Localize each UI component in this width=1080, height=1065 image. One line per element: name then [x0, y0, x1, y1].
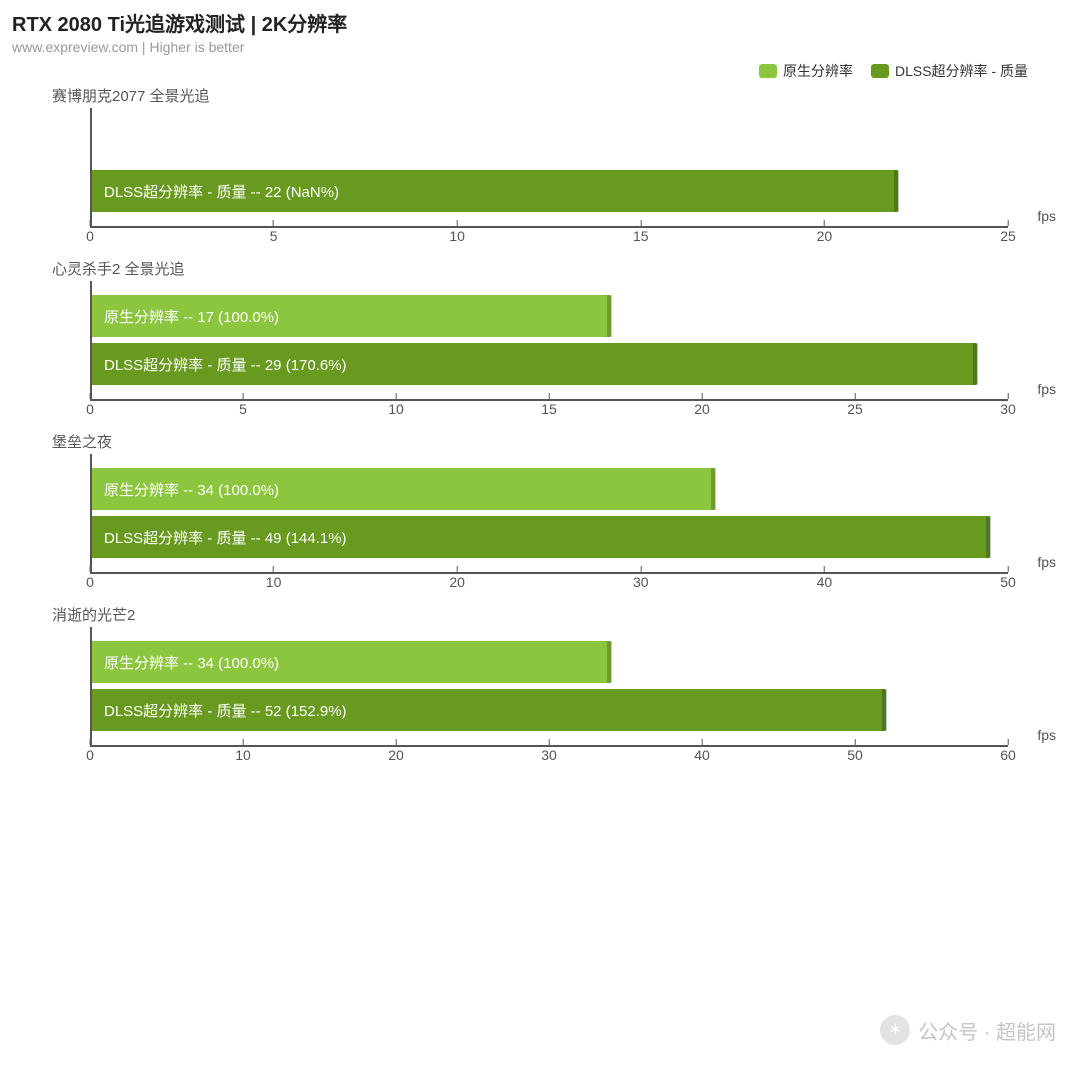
- axis-tick: 15: [541, 401, 557, 417]
- panels-container: 赛博朋克2077 全景光追fpsDLSS超分辨率 - 质量 -- 22 (NaN…: [12, 85, 1068, 773]
- bar-empty: [92, 122, 1008, 164]
- axis-tick: 25: [1000, 228, 1016, 244]
- plot-area: fps原生分辨率 -- 17 (100.0%)DLSS超分辨率 - 质量 -- …: [90, 281, 1008, 401]
- legend-item-native: 原生分辨率: [759, 61, 853, 81]
- axis-tick: 50: [1000, 574, 1016, 590]
- watermark-text: 公众号 · 超能网: [918, 1016, 1056, 1045]
- bar-dlss: DLSS超分辨率 - 质量 -- 52 (152.9%): [92, 689, 886, 731]
- x-axis: 01020304050: [90, 574, 1008, 600]
- axis-tick: 5: [270, 228, 278, 244]
- bar-dlss: DLSS超分辨率 - 质量 -- 29 (170.6%): [92, 343, 977, 385]
- legend-label-native: 原生分辨率: [783, 61, 853, 81]
- bar-native: 原生分辨率 -- 17 (100.0%): [92, 295, 611, 337]
- axis-tick: 5: [239, 401, 247, 417]
- axis-tick: 10: [235, 747, 251, 763]
- axis-unit: fps: [1037, 381, 1056, 397]
- panel: 赛博朋克2077 全景光追fpsDLSS超分辨率 - 质量 -- 22 (NaN…: [12, 85, 1068, 254]
- axis-unit: fps: [1037, 554, 1056, 570]
- axis-tick: 25: [847, 401, 863, 417]
- wechat-icon: ✶: [880, 1015, 910, 1045]
- axis-tick: 30: [1000, 401, 1016, 417]
- bar-native: 原生分辨率 -- 34 (100.0%): [92, 641, 611, 683]
- axis-tick: 30: [633, 574, 649, 590]
- axis-unit: fps: [1037, 208, 1056, 224]
- x-axis: 0102030405060: [90, 747, 1008, 773]
- axis-tick: 30: [541, 747, 557, 763]
- panel: 消逝的光芒2fps原生分辨率 -- 34 (100.0%)DLSS超分辨率 - …: [12, 604, 1068, 773]
- bar-dlss: DLSS超分辨率 - 质量 -- 49 (144.1%): [92, 516, 990, 558]
- chart-title: RTX 2080 Ti光追游戏测试 | 2K分辨率: [12, 8, 1068, 37]
- axis-tick: 50: [847, 747, 863, 763]
- legend-item-dlss: DLSS超分辨率 - 质量: [871, 61, 1028, 81]
- legend: 原生分辨率 DLSS超分辨率 - 质量: [12, 61, 1068, 81]
- bars: 原生分辨率 -- 17 (100.0%) DLSS超分辨率 - 质量 -- 29 …: [92, 281, 1008, 399]
- axis-tick: 10: [266, 574, 282, 590]
- panel-title: 赛博朋克2077 全景光追: [12, 85, 1068, 106]
- bars: 原生分辨率 -- 34 (100.0%) DLSS超分辨率 - 质量 -- 52 …: [92, 627, 1008, 745]
- legend-swatch-dlss: [871, 64, 889, 78]
- axis-tick: 10: [388, 401, 404, 417]
- axis-unit: fps: [1037, 727, 1056, 743]
- axis-tick: 20: [817, 228, 833, 244]
- axis-tick: 0: [86, 747, 94, 763]
- legend-label-dlss: DLSS超分辨率 - 质量: [895, 61, 1028, 81]
- chart-subtitle: www.expreview.com | Higher is better: [12, 39, 1068, 55]
- x-axis: 051015202530: [90, 401, 1008, 427]
- legend-swatch-native: [759, 64, 777, 78]
- bar-dlss: DLSS超分辨率 - 质量 -- 22 (NaN%): [92, 170, 898, 212]
- axis-tick: 0: [86, 401, 94, 417]
- axis-tick: 20: [694, 401, 710, 417]
- axis-tick: 40: [694, 747, 710, 763]
- watermark: ✶ 公众号 · 超能网: [880, 1015, 1056, 1045]
- bars: DLSS超分辨率 - 质量 -- 22 (NaN%): [92, 108, 1008, 226]
- plot-area: fpsDLSS超分辨率 - 质量 -- 22 (NaN%): [90, 108, 1008, 228]
- axis-tick: 40: [817, 574, 833, 590]
- axis-tick: 20: [388, 747, 404, 763]
- panel-title: 心灵杀手2 全景光追: [12, 258, 1068, 279]
- x-axis: 0510152025: [90, 228, 1008, 254]
- axis-tick: 20: [449, 574, 465, 590]
- axis-tick: 10: [449, 228, 465, 244]
- axis-tick: 0: [86, 228, 94, 244]
- axis-tick: 15: [633, 228, 649, 244]
- plot-area: fps原生分辨率 -- 34 (100.0%)DLSS超分辨率 - 质量 -- …: [90, 627, 1008, 747]
- panel: 心灵杀手2 全景光追fps原生分辨率 -- 17 (100.0%)DLSS超分辨…: [12, 258, 1068, 427]
- panel-title: 消逝的光芒2: [12, 604, 1068, 625]
- bar-native: 原生分辨率 -- 34 (100.0%): [92, 468, 715, 510]
- plot-area: fps原生分辨率 -- 34 (100.0%)DLSS超分辨率 - 质量 -- …: [90, 454, 1008, 574]
- panel: 堡垒之夜fps原生分辨率 -- 34 (100.0%)DLSS超分辨率 - 质量…: [12, 431, 1068, 600]
- bars: 原生分辨率 -- 34 (100.0%) DLSS超分辨率 - 质量 -- 49 …: [92, 454, 1008, 572]
- panel-title: 堡垒之夜: [12, 431, 1068, 452]
- axis-tick: 0: [86, 574, 94, 590]
- axis-tick: 60: [1000, 747, 1016, 763]
